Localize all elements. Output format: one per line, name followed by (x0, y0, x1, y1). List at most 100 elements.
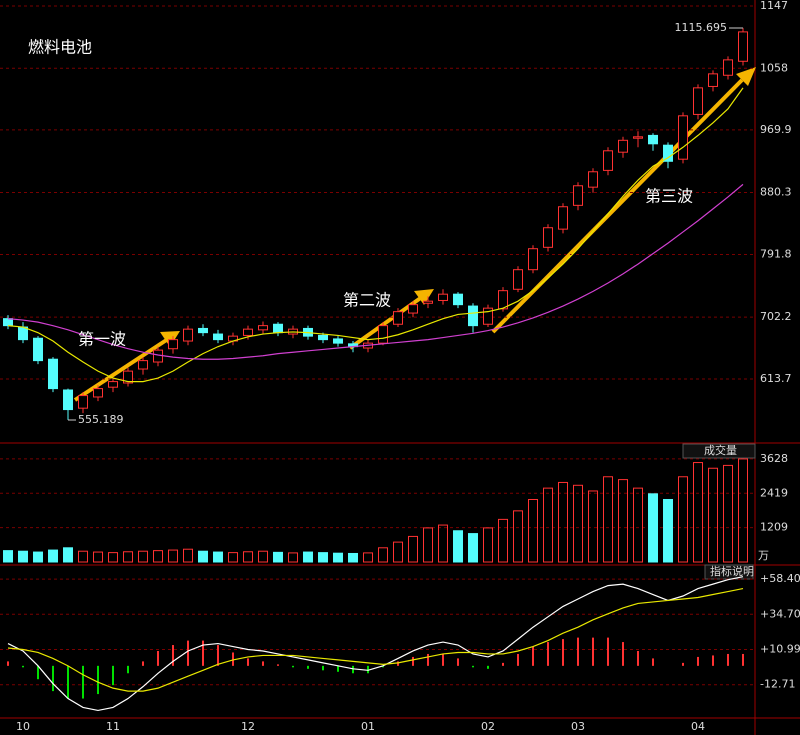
volume-bar (693, 462, 703, 563)
volume-bar (318, 552, 328, 563)
volume-bar (528, 498, 538, 563)
candle-body (663, 144, 673, 162)
volume-bar (48, 549, 58, 563)
volume-bar (213, 551, 223, 563)
volume-bar (168, 549, 178, 563)
volume-bar (333, 552, 343, 563)
volume-bar (183, 548, 193, 563)
x-tick-label: 03 (571, 720, 585, 733)
ma-line (7, 587, 744, 692)
candle-body (318, 334, 328, 341)
y-tick-label: 702.2 (760, 310, 792, 323)
ma-line (7, 576, 744, 712)
candle-body (468, 305, 478, 327)
ma-line (7, 183, 744, 360)
volume-bar (348, 552, 358, 563)
volume-bar (303, 551, 313, 563)
volume-bar (558, 481, 568, 563)
candle-body (738, 31, 748, 62)
candle-body (708, 73, 718, 87)
volume-bar (498, 518, 508, 563)
candle-body (63, 389, 73, 411)
candle-body (48, 358, 58, 390)
volume-bar (468, 533, 478, 563)
candle-body (603, 150, 613, 171)
x-tick-label: 04 (691, 720, 705, 733)
y-tick-label: 1209 (760, 521, 788, 534)
candle-body (273, 323, 283, 334)
volume-bar (588, 490, 598, 563)
volume-bar (243, 551, 253, 563)
chart-title: 燃料电池 (28, 38, 92, 57)
candle-body (618, 139, 628, 153)
unit-label: 万 (758, 549, 769, 562)
volume-bar (198, 550, 208, 563)
volume-bar (663, 498, 673, 563)
y-tick-label: 3628 (760, 452, 788, 465)
x-tick-label: 01 (361, 720, 375, 733)
y-tick-label: 791.8 (760, 247, 792, 260)
volume-bar (63, 547, 73, 563)
panel-title: 成交量 (704, 443, 737, 457)
candle-body (453, 293, 463, 306)
annotation: 第一波 (78, 330, 126, 349)
high-label: 1115.695 (675, 21, 728, 34)
volume-bar (648, 493, 658, 563)
volume-bar (453, 530, 463, 563)
candle-body (648, 134, 658, 145)
candle-body (18, 326, 28, 341)
volume-bar (723, 464, 733, 563)
candle-body (213, 333, 223, 341)
volume-bar (633, 487, 643, 563)
panel-title: 指标说明 (710, 564, 754, 578)
y-tick-label: -12.71 (760, 678, 795, 691)
panel-label-box (682, 443, 756, 459)
low-label: 555.189 (78, 413, 124, 426)
volume-bar (408, 535, 418, 563)
candle-body (138, 360, 148, 370)
y-tick-label: +34.70 (760, 607, 800, 620)
volume-bar (138, 550, 148, 563)
volume-bar (108, 552, 118, 563)
candle-body (333, 338, 343, 344)
candle-body (153, 349, 163, 363)
candle-body (483, 307, 493, 325)
volume-bar (123, 551, 133, 563)
volume-bar (513, 510, 523, 563)
volume-bar (363, 552, 373, 563)
y-tick-label: 1147 (760, 0, 788, 12)
candle-body (408, 304, 418, 314)
candle-body (498, 290, 508, 310)
candle-body (513, 269, 523, 290)
annotation: 第二波 (343, 291, 391, 310)
x-tick-label: 12 (241, 720, 255, 733)
candle-body (198, 327, 208, 334)
volume-bar (288, 552, 298, 563)
volume-bar (273, 551, 283, 563)
candle-body (558, 206, 568, 230)
candle-body (33, 337, 43, 362)
y-tick-label: 969.9 (760, 123, 792, 136)
candle-body (438, 293, 448, 301)
candle-body (78, 395, 88, 409)
candle-body (588, 171, 598, 188)
volume-bar (423, 527, 433, 563)
candle-body (528, 248, 538, 271)
volume-bar (228, 552, 238, 563)
candle-body (543, 227, 553, 248)
volume-bar (618, 479, 628, 563)
volume-bar (258, 550, 268, 563)
volume-bar (18, 550, 28, 563)
y-tick-label: 2419 (760, 486, 788, 499)
volume-bar (603, 476, 613, 563)
candle-body (93, 388, 103, 398)
volume-bar (573, 484, 583, 563)
candle-body (3, 318, 13, 327)
candle-body (108, 381, 118, 388)
candle-body (723, 59, 733, 76)
y-tick-label: +10.99 (760, 643, 800, 656)
volume-bar (708, 467, 718, 563)
annotation: 第三波 (645, 187, 693, 206)
volume-bar (153, 550, 163, 563)
